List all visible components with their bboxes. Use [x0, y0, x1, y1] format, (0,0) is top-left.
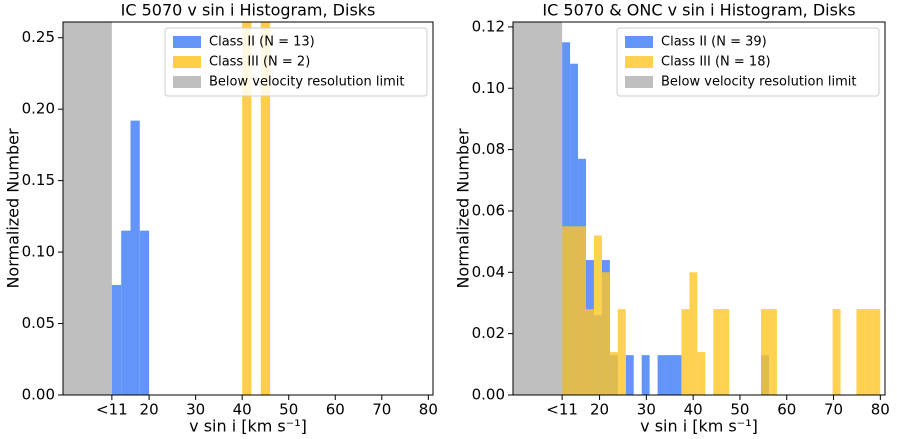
bar [625, 355, 634, 395]
x-axis-label: v sin i [km s⁻¹] [189, 417, 307, 436]
x-tick-label: 30 [186, 401, 205, 419]
legend-label: Below velocity resolution limit [209, 75, 404, 90]
bar [578, 226, 586, 395]
bar [872, 309, 881, 395]
bar [697, 352, 706, 395]
legend-swatch [625, 76, 653, 88]
y-tick-label: 0.10 [22, 243, 55, 261]
legend-label: Class III (N = 18) [661, 55, 771, 70]
x-tick-label: 70 [372, 401, 391, 419]
y-tick-label: 0.02 [472, 324, 505, 342]
bar [609, 352, 618, 395]
legend-label: Below velocity resolution limit [661, 75, 856, 90]
x-tick-label: 50 [730, 401, 749, 419]
bar [657, 355, 666, 395]
bar [681, 309, 690, 395]
bar [130, 120, 140, 395]
x-tick-label: 20 [590, 401, 609, 419]
plot-area [63, 22, 271, 395]
bar [242, 22, 252, 395]
bar [593, 235, 602, 395]
legend-label: Class II (N = 39) [661, 35, 767, 50]
y-tick-label: 0.08 [472, 140, 505, 158]
bar [761, 309, 769, 395]
bar [562, 42, 571, 395]
bar [570, 226, 579, 395]
y-tick-label: 0.10 [472, 79, 505, 97]
chart-panel: <11 20 30 40 50 60 70 80 0.00 0.02 0.04 0.06 0.08 0.1… [454, 1, 890, 436]
x-tick-label: 80 [419, 401, 438, 419]
legend-swatch [625, 56, 653, 68]
bar [139, 230, 150, 395]
axes-frame [512, 21, 886, 396]
x-tick-label: 60 [777, 401, 796, 419]
y-axis-label: Normalized Number [4, 128, 23, 289]
bar [121, 230, 131, 395]
y-tick-label: 0.00 [472, 386, 505, 404]
bar [768, 309, 777, 395]
legend-swatch [173, 56, 201, 68]
axes-frame [62, 21, 434, 396]
shade-region [63, 22, 112, 395]
y-tick-label: 0.15 [22, 171, 55, 189]
legend-swatch [173, 76, 201, 88]
y-axis-label: Normalized Number [454, 128, 473, 289]
x-tick-label: 30 [637, 401, 656, 419]
legend-swatch [625, 36, 653, 48]
legend-box [164, 27, 428, 97]
shade-region [513, 22, 563, 395]
x-tick-label: 60 [326, 401, 345, 419]
y-tick-label: 0.04 [472, 263, 505, 281]
x-tick-label: 80 [871, 401, 890, 419]
x-tick-label: 40 [684, 401, 703, 419]
bar [111, 284, 122, 395]
y-tick-label: 0.05 [22, 314, 55, 332]
x-tick-label: 50 [279, 401, 298, 419]
y-tick-label: 0.00 [22, 386, 55, 404]
bar [601, 272, 610, 395]
y-tick-label: 0.06 [472, 201, 505, 219]
bar [617, 309, 626, 395]
plot-area [513, 22, 881, 395]
x-axis-label: v sin i [km s⁻¹] [640, 417, 758, 436]
y-tick-label: 0.25 [22, 28, 55, 46]
legend-box [616, 27, 880, 97]
x-tick-label: 40 [233, 401, 252, 419]
bar [641, 355, 650, 395]
x-tick-label: 70 [824, 401, 843, 419]
bar [673, 355, 682, 395]
legend-label: Class III (N = 2) [209, 55, 310, 70]
bar [856, 309, 865, 395]
y-tick-label: 0.20 [22, 100, 55, 118]
y-tick-label: 0.12 [472, 17, 505, 35]
bar [665, 355, 674, 395]
x-tick-label: 20 [140, 401, 159, 419]
bar [585, 309, 594, 395]
bar [832, 309, 841, 395]
bar [721, 309, 730, 395]
bar [260, 22, 271, 395]
bar [713, 309, 722, 395]
bar [864, 309, 873, 395]
bar [689, 272, 698, 395]
x-tick-label: <11 [546, 401, 578, 419]
chart-title: IC 5070 & ONC v sin i Histogram, Disks [542, 1, 855, 20]
x-tick-label: <11 [96, 401, 128, 419]
legend-swatch [173, 36, 201, 48]
chart-panel: <11 20 30 40 50 60 70 80 0.00 0.05 0.10 0.15 0.20 0.2… [4, 1, 438, 436]
chart-title: IC 5070 v sin i Histogram, Disks [121, 1, 376, 20]
legend-label: Class II (N = 13) [209, 35, 315, 50]
bar [562, 226, 571, 395]
